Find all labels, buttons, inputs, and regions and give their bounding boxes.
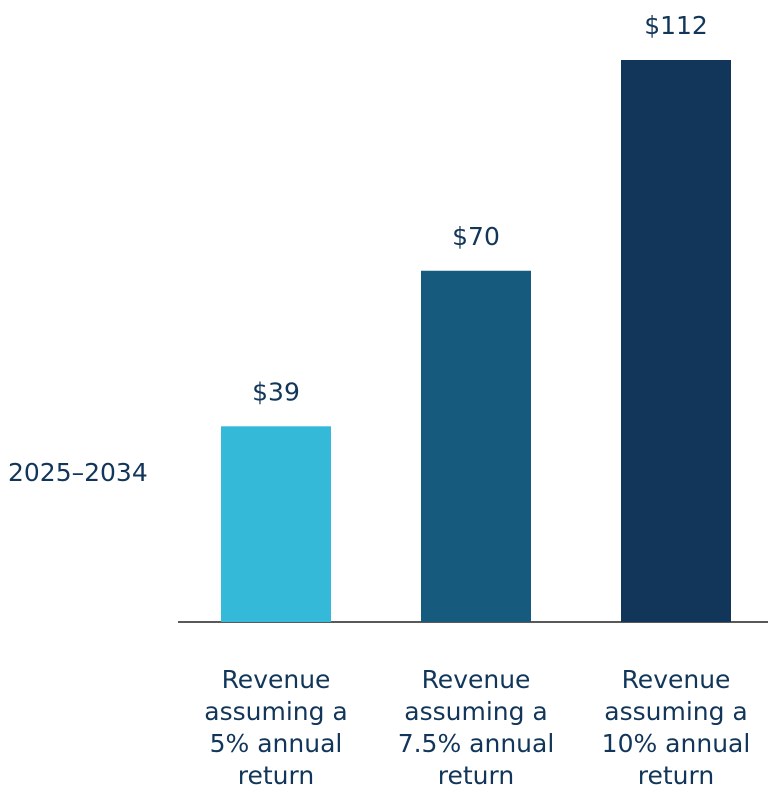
bar xyxy=(421,270,531,622)
category-label: Revenue assuming a 7.5% annual return xyxy=(397,665,555,790)
value-label: $112 xyxy=(644,11,708,40)
category-label: Revenue assuming a 10% annual return xyxy=(601,665,751,790)
bar xyxy=(221,426,331,622)
value-label: $70 xyxy=(452,222,500,251)
value-label: $39 xyxy=(252,377,300,406)
bar xyxy=(621,60,731,622)
category-label: Revenue assuming a 5% annual return xyxy=(204,665,348,790)
group-label: 2025–2034 xyxy=(8,458,148,487)
plot: $39 $70 $112 xyxy=(178,11,768,623)
